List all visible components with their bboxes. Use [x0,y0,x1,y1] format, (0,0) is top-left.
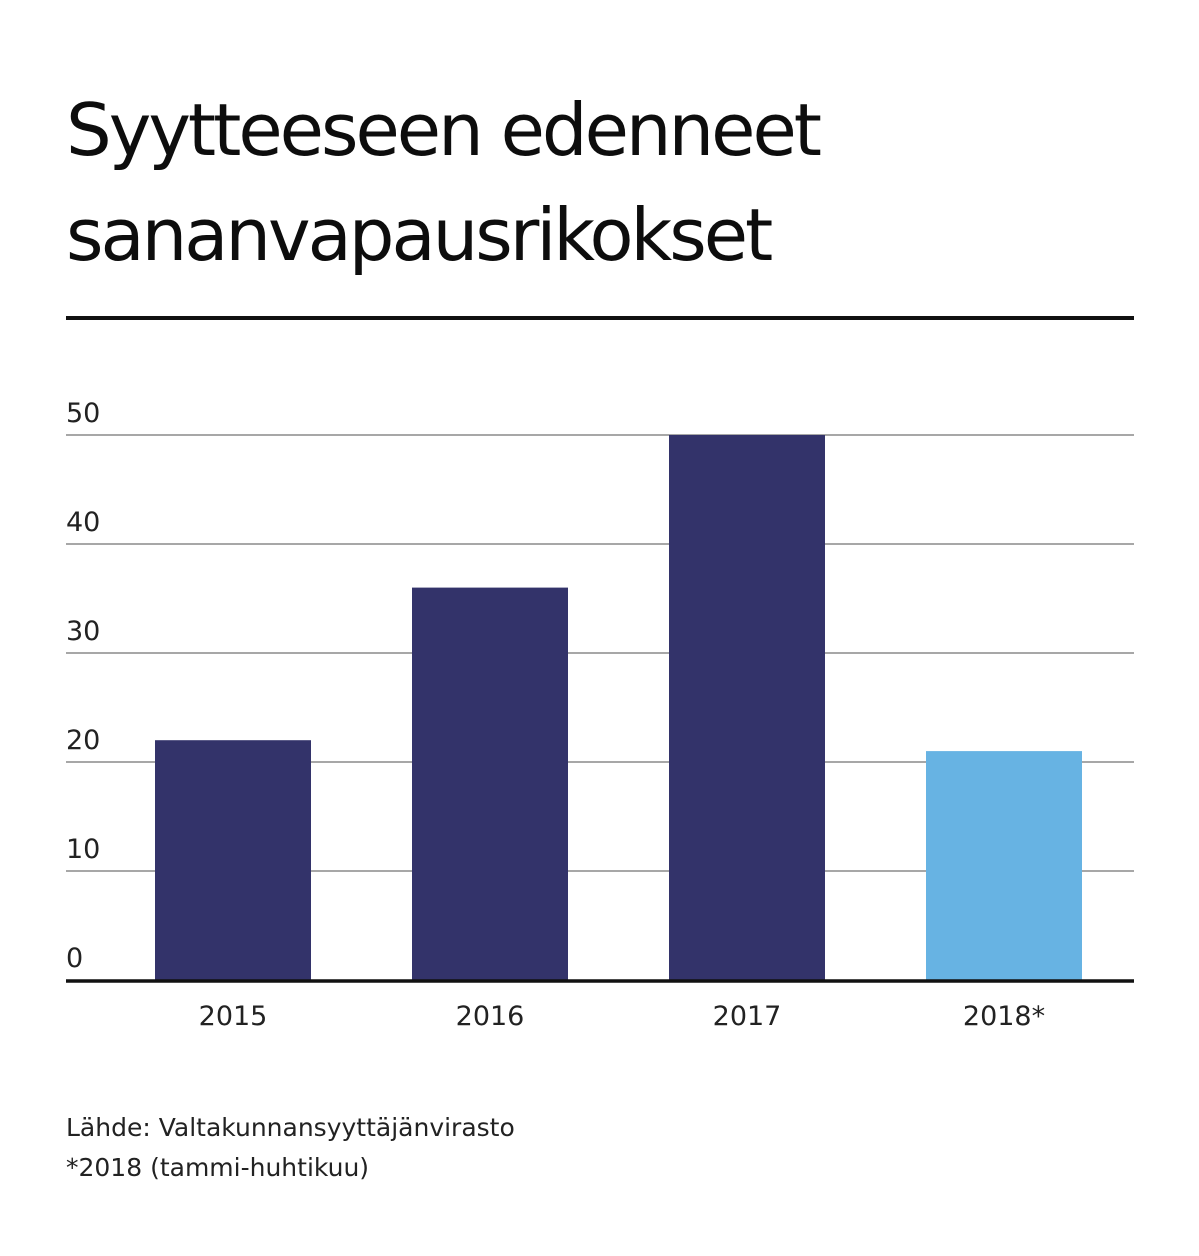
source-note: Lähde: Valtakunnansyyttäjänvirasto [66,1113,515,1142]
x-tick-label: 2017 [713,1001,782,1032]
y-tick-label: 40 [66,507,100,538]
bar-2016 [412,587,568,980]
chart-title: Syytteeseen edenneet sananvapausrikokset [66,78,1126,288]
bar-2015 [155,740,311,980]
bar-chart: 0 10 20 30 40 50 2015 2016 2017 2018* [66,398,1134,1032]
x-tick-label: 2018* [963,1001,1045,1032]
y-tick-label: 0 [66,943,83,974]
y-tick-label: 20 [66,725,100,756]
y-tick-label: 10 [66,834,100,865]
bar-2018 [926,751,1082,980]
chart-title-line-1: Syytteeseen edenneet [66,88,822,172]
footnote: *2018 (tammi-huhtikuu) [66,1153,370,1182]
chart-footer: Lähde: Valtakunnansyyttäjänvirasto *2018… [66,1108,515,1188]
chart-title-line-2: sananvapausrikokset [66,193,773,277]
x-tick-label: 2015 [199,1001,268,1032]
title-divider [66,316,1134,320]
y-tick-label: 30 [66,616,100,647]
bar-2017 [669,435,825,980]
x-tick-label: 2016 [456,1001,525,1032]
y-tick-label: 50 [66,398,100,429]
